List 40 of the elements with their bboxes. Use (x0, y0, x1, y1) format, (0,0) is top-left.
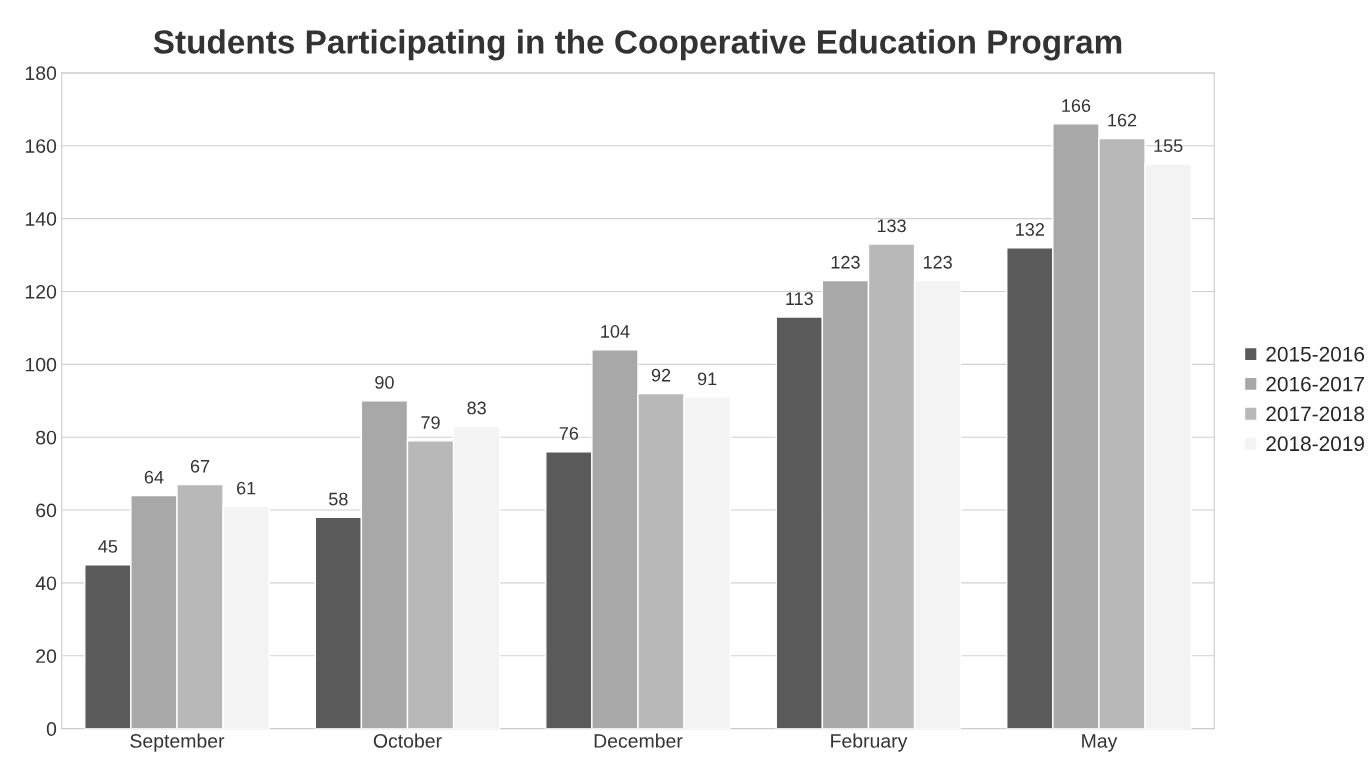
data-label: 64 (144, 470, 164, 484)
data-label: 67 (190, 459, 210, 473)
x-tick-label: February (831, 733, 908, 752)
y-tick-label: 40 (35, 576, 57, 591)
y-tick-label: 100 (25, 357, 57, 372)
data-label: 113 (786, 292, 813, 306)
legend-label: 2015-2016 (1266, 346, 1365, 362)
x-tick-label: September (130, 733, 225, 752)
data-label: 123 (923, 255, 952, 269)
data-label: 61 (237, 481, 256, 495)
data-label: 83 (467, 401, 486, 415)
y-tick-label: 20 (36, 649, 57, 664)
data-label: 79 (421, 416, 440, 429)
data-label: 133 (877, 219, 906, 233)
data-label: 45 (98, 540, 118, 553)
data-label: 91 (697, 372, 717, 386)
y-tick-label: 0 (46, 722, 57, 736)
data-label: 104 (601, 325, 630, 338)
y-tick-label: 180 (25, 66, 57, 81)
legend-label: 2018-2019 (1266, 436, 1364, 452)
data-label: 92 (651, 368, 671, 382)
data-label: 58 (329, 492, 348, 506)
data-label: 90 (375, 376, 394, 389)
x-tick-label: October (373, 733, 442, 748)
y-tick-label: 140 (25, 212, 57, 226)
y-tick-label: 80 (36, 430, 57, 445)
y-tick-label: 160 (25, 139, 57, 153)
chart-title: Students Participating in the Cooperative Education Program (153, 29, 1122, 61)
data-label: 155 (1154, 139, 1183, 153)
data-label: 76 (559, 427, 579, 440)
data-label: 162 (1108, 113, 1137, 127)
data-label: 166 (1062, 99, 1091, 112)
y-tick-label: 60 (36, 503, 57, 518)
legend-label: 2017-2018 (1266, 406, 1365, 422)
data-label: 123 (831, 255, 860, 269)
x-tick-label: May (1082, 734, 1118, 752)
y-tick-label: 120 (25, 284, 57, 299)
data-label: 132 (1016, 223, 1044, 236)
x-tick-label: December (594, 733, 683, 748)
legend-label: 2016-2017 (1266, 376, 1364, 392)
